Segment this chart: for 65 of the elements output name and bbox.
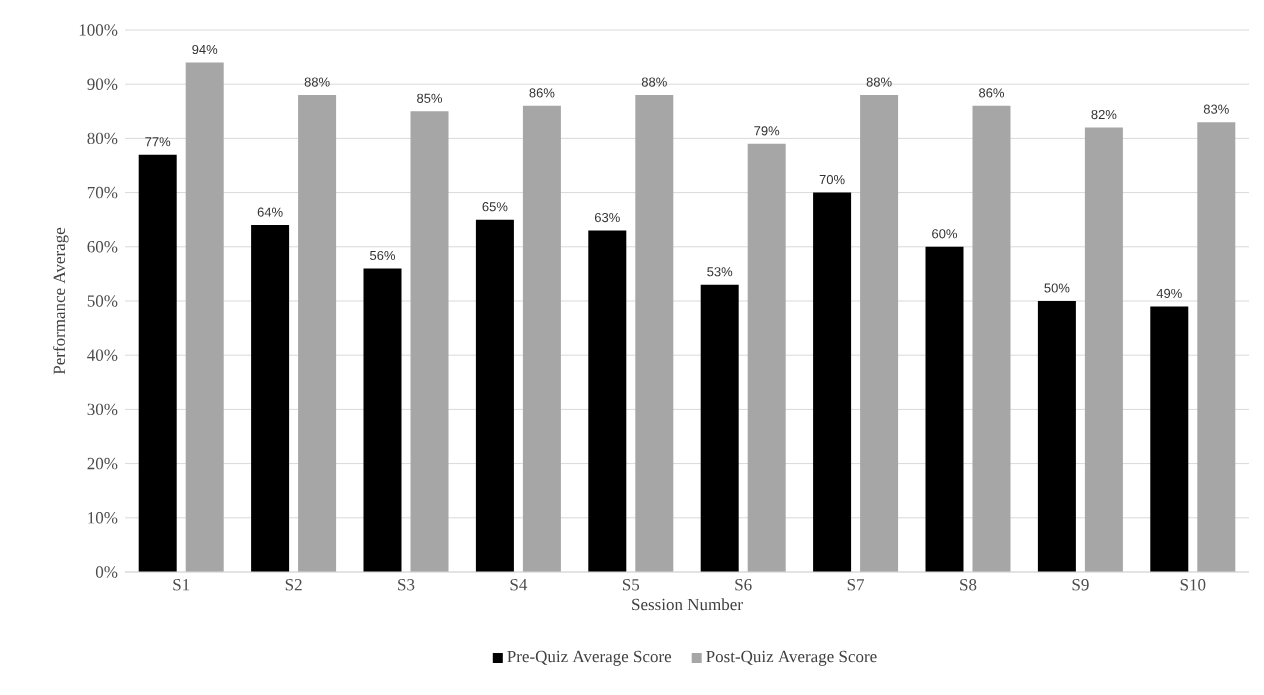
data-label: 77% — [145, 137, 171, 147]
y-tick-label: 100% — [79, 24, 118, 36]
data-label: 56% — [370, 250, 396, 261]
y-tick-label: 40% — [87, 349, 118, 361]
data-label: 79% — [754, 126, 780, 136]
x-tick-label: S8 — [960, 579, 977, 591]
x-tick-label: S7 — [847, 579, 865, 591]
x-tick-label: S3 — [398, 579, 415, 591]
legend-label: Post-Quiz Average Score — [706, 650, 877, 666]
y-tick-label: 10% — [88, 512, 118, 524]
data-label: 85% — [417, 93, 443, 103]
bar — [363, 268, 402, 572]
x-tick-label: S1 — [173, 579, 190, 591]
data-label: 83% — [1203, 104, 1229, 114]
data-label: 82% — [1091, 109, 1117, 120]
y-tick-label: 80% — [87, 132, 118, 145]
data-label: 86% — [529, 88, 555, 98]
data-label: 88% — [304, 77, 330, 87]
data-label: 70% — [819, 175, 845, 185]
bar — [925, 246, 964, 572]
bar — [700, 284, 739, 572]
bar — [747, 143, 786, 572]
data-label: 50% — [1044, 283, 1070, 293]
bar — [860, 95, 899, 572]
x-axis-title: Session Number — [632, 598, 743, 611]
bar — [185, 62, 224, 572]
bar — [251, 225, 290, 572]
bar — [1084, 127, 1123, 572]
data-label: 88% — [866, 77, 892, 87]
y-tick-label: 90% — [87, 78, 118, 90]
bar — [635, 95, 674, 572]
bar — [298, 95, 337, 572]
data-label: 94% — [192, 44, 218, 55]
x-tick-label: S4 — [510, 579, 528, 591]
data-label: 53% — [707, 267, 733, 277]
data-label: 64% — [257, 207, 283, 217]
bar — [813, 192, 852, 572]
x-tick-label: S5 — [622, 579, 640, 591]
data-label: 63% — [594, 212, 620, 223]
x-tick-label: S9 — [1072, 579, 1089, 591]
bar — [1150, 306, 1189, 572]
data-label: 65% — [482, 202, 508, 212]
bar — [410, 111, 449, 572]
y-tick-label: 50% — [87, 295, 118, 307]
bar — [588, 230, 627, 572]
y-tick-label: 20% — [87, 457, 118, 470]
data-label: 60% — [932, 229, 958, 239]
data-label: 49% — [1156, 288, 1182, 299]
y-tick-label: 60% — [87, 241, 118, 253]
y-axis-title: Performance Average — [52, 227, 69, 375]
y-tick-label: 30% — [87, 403, 118, 416]
bar — [1037, 300, 1076, 572]
bar — [138, 154, 177, 572]
bar — [522, 105, 561, 572]
x-tick-label: S10 — [1180, 579, 1206, 591]
y-tick-label: 70% — [87, 186, 118, 199]
y-tick-label: 0% — [95, 566, 118, 578]
data-label: 88% — [641, 77, 667, 87]
data-label: 86% — [979, 88, 1005, 98]
bar — [475, 219, 514, 572]
legend-label: Pre-Quiz Average Score — [507, 650, 672, 666]
x-tick-label: S2 — [285, 579, 302, 591]
x-tick-label: S6 — [735, 579, 752, 591]
bar — [1197, 122, 1236, 572]
bar — [972, 105, 1011, 572]
